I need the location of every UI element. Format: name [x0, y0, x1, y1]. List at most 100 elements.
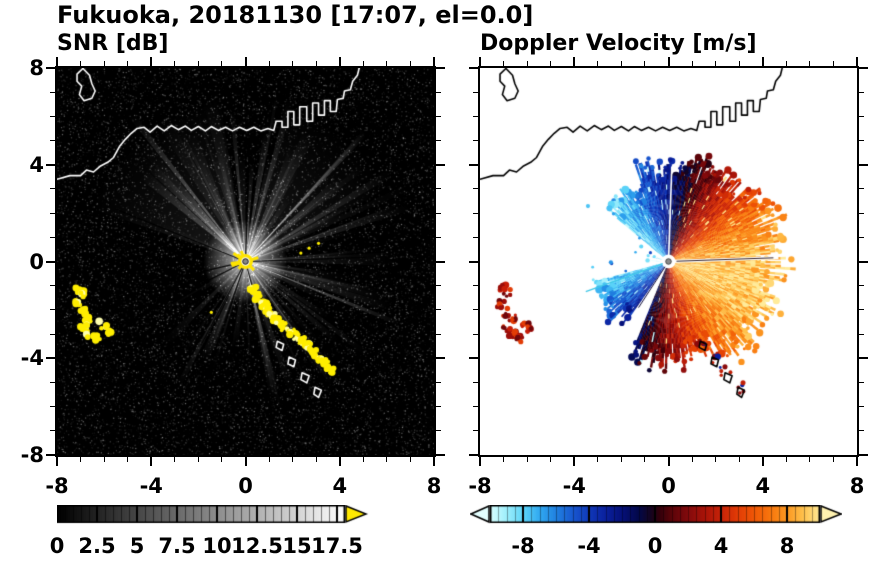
- y-axis-tick: [473, 140, 478, 142]
- x-axis-tick: [479, 457, 481, 466]
- y-axis-label: -4: [20, 346, 44, 371]
- y-axis-tick: [859, 357, 868, 360]
- y-axis-tick: [50, 188, 55, 190]
- x-axis-tick: [409, 61, 411, 66]
- y-axis-tick: [436, 406, 441, 408]
- doppler-colorbar-label: 8: [779, 534, 795, 558]
- x-axis-label: 8: [426, 474, 442, 498]
- x-axis-label: 0: [661, 474, 676, 498]
- x-axis-tick: [127, 457, 129, 462]
- y-axis-tick: [473, 406, 478, 408]
- y-axis-tick: [46, 260, 55, 263]
- y-axis-tick: [473, 188, 478, 190]
- x-axis-tick: [715, 457, 717, 462]
- y-axis-tick: [46, 454, 55, 456]
- y-axis-tick: [436, 140, 441, 142]
- snr-panel-title: SNR [dB]: [57, 31, 169, 56]
- x-axis-tick: [761, 457, 764, 466]
- x-axis-tick: [103, 61, 105, 66]
- doppler-colorbar-label: -8: [511, 534, 535, 558]
- y-axis-tick: [469, 67, 478, 69]
- y-axis-tick: [859, 188, 864, 190]
- x-axis-tick: [244, 57, 247, 66]
- x-axis-label: -8: [45, 474, 69, 498]
- x-axis-tick: [150, 57, 153, 66]
- y-axis-tick: [859, 140, 864, 142]
- y-axis-tick: [473, 236, 478, 238]
- x-axis-tick: [56, 457, 58, 466]
- x-axis-tick: [503, 457, 505, 462]
- x-axis-tick: [856, 57, 858, 66]
- x-axis-tick: [597, 61, 599, 66]
- x-axis-tick: [526, 457, 528, 462]
- y-axis-tick: [859, 115, 864, 117]
- x-axis-tick: [809, 457, 811, 462]
- x-axis-tick: [715, 61, 717, 66]
- x-axis-tick: [433, 57, 435, 66]
- y-axis-tick: [473, 115, 478, 117]
- doppler-colorbar: [470, 505, 842, 524]
- x-axis-tick: [691, 61, 693, 66]
- y-axis-tick: [436, 67, 445, 69]
- x-axis-tick: [338, 57, 341, 66]
- y-axis-tick: [859, 67, 868, 69]
- doppler-colorbar-label: 0: [647, 534, 663, 558]
- y-axis-tick: [436, 430, 441, 432]
- y-axis-tick: [50, 406, 55, 408]
- x-axis-tick: [197, 61, 199, 66]
- snr-colorbar-label: 15: [282, 534, 312, 558]
- x-axis-label: -4: [139, 474, 163, 498]
- y-axis-tick: [859, 406, 864, 408]
- y-axis-tick: [46, 357, 55, 360]
- x-axis-tick: [268, 457, 270, 462]
- y-axis-tick: [436, 333, 441, 335]
- y-axis-tick: [436, 454, 445, 456]
- y-axis-tick: [436, 357, 445, 360]
- snr-plot-frame: [55, 66, 436, 457]
- y-axis-tick: [50, 140, 55, 142]
- snr-colorbar: [57, 505, 369, 524]
- x-axis-tick: [573, 457, 576, 466]
- x-axis-tick: [785, 457, 787, 462]
- x-axis-tick: [315, 61, 317, 66]
- y-axis-tick: [46, 67, 55, 69]
- y-axis-tick: [473, 430, 478, 432]
- snr-colorbar-label: 12.5: [231, 534, 283, 558]
- x-axis-tick: [667, 457, 670, 466]
- snr-colorbar-label: 17.5: [311, 534, 363, 558]
- x-axis-tick: [785, 61, 787, 66]
- x-axis-tick: [832, 457, 834, 462]
- x-axis-tick: [832, 61, 834, 66]
- y-axis-tick: [50, 381, 55, 383]
- x-axis-label: 4: [755, 474, 771, 498]
- x-axis-tick: [386, 61, 388, 66]
- x-axis-tick: [573, 57, 576, 66]
- y-axis-tick: [469, 163, 478, 166]
- y-axis-tick: [50, 212, 55, 214]
- y-axis-tick: [859, 454, 868, 456]
- y-axis-tick: [50, 91, 55, 93]
- y-axis-tick: [436, 236, 441, 238]
- snr-colorbar-label: 0: [49, 534, 65, 558]
- y-axis-tick: [473, 91, 478, 93]
- y-axis-tick: [50, 236, 55, 238]
- figure-title: Fukuoka, 20181130 [17:07, el=0.0]: [57, 1, 534, 29]
- x-axis-tick: [738, 61, 740, 66]
- y-axis-tick: [859, 285, 864, 287]
- x-axis-tick: [338, 457, 341, 466]
- x-axis-tick: [221, 457, 223, 462]
- x-axis-tick: [738, 457, 740, 462]
- y-axis-tick: [436, 91, 441, 93]
- y-axis-label: 0: [29, 249, 44, 274]
- y-axis-tick: [859, 163, 868, 166]
- doppler-colorbar-label: -4: [577, 534, 601, 558]
- y-axis-tick: [50, 430, 55, 432]
- x-axis-tick: [103, 457, 105, 462]
- x-axis-tick: [526, 61, 528, 66]
- y-axis-tick: [859, 430, 864, 432]
- y-axis-tick: [473, 285, 478, 287]
- doppler-plot-frame: [478, 66, 859, 457]
- x-axis-tick: [597, 457, 599, 462]
- y-axis-tick: [50, 115, 55, 117]
- x-axis-tick: [620, 457, 622, 462]
